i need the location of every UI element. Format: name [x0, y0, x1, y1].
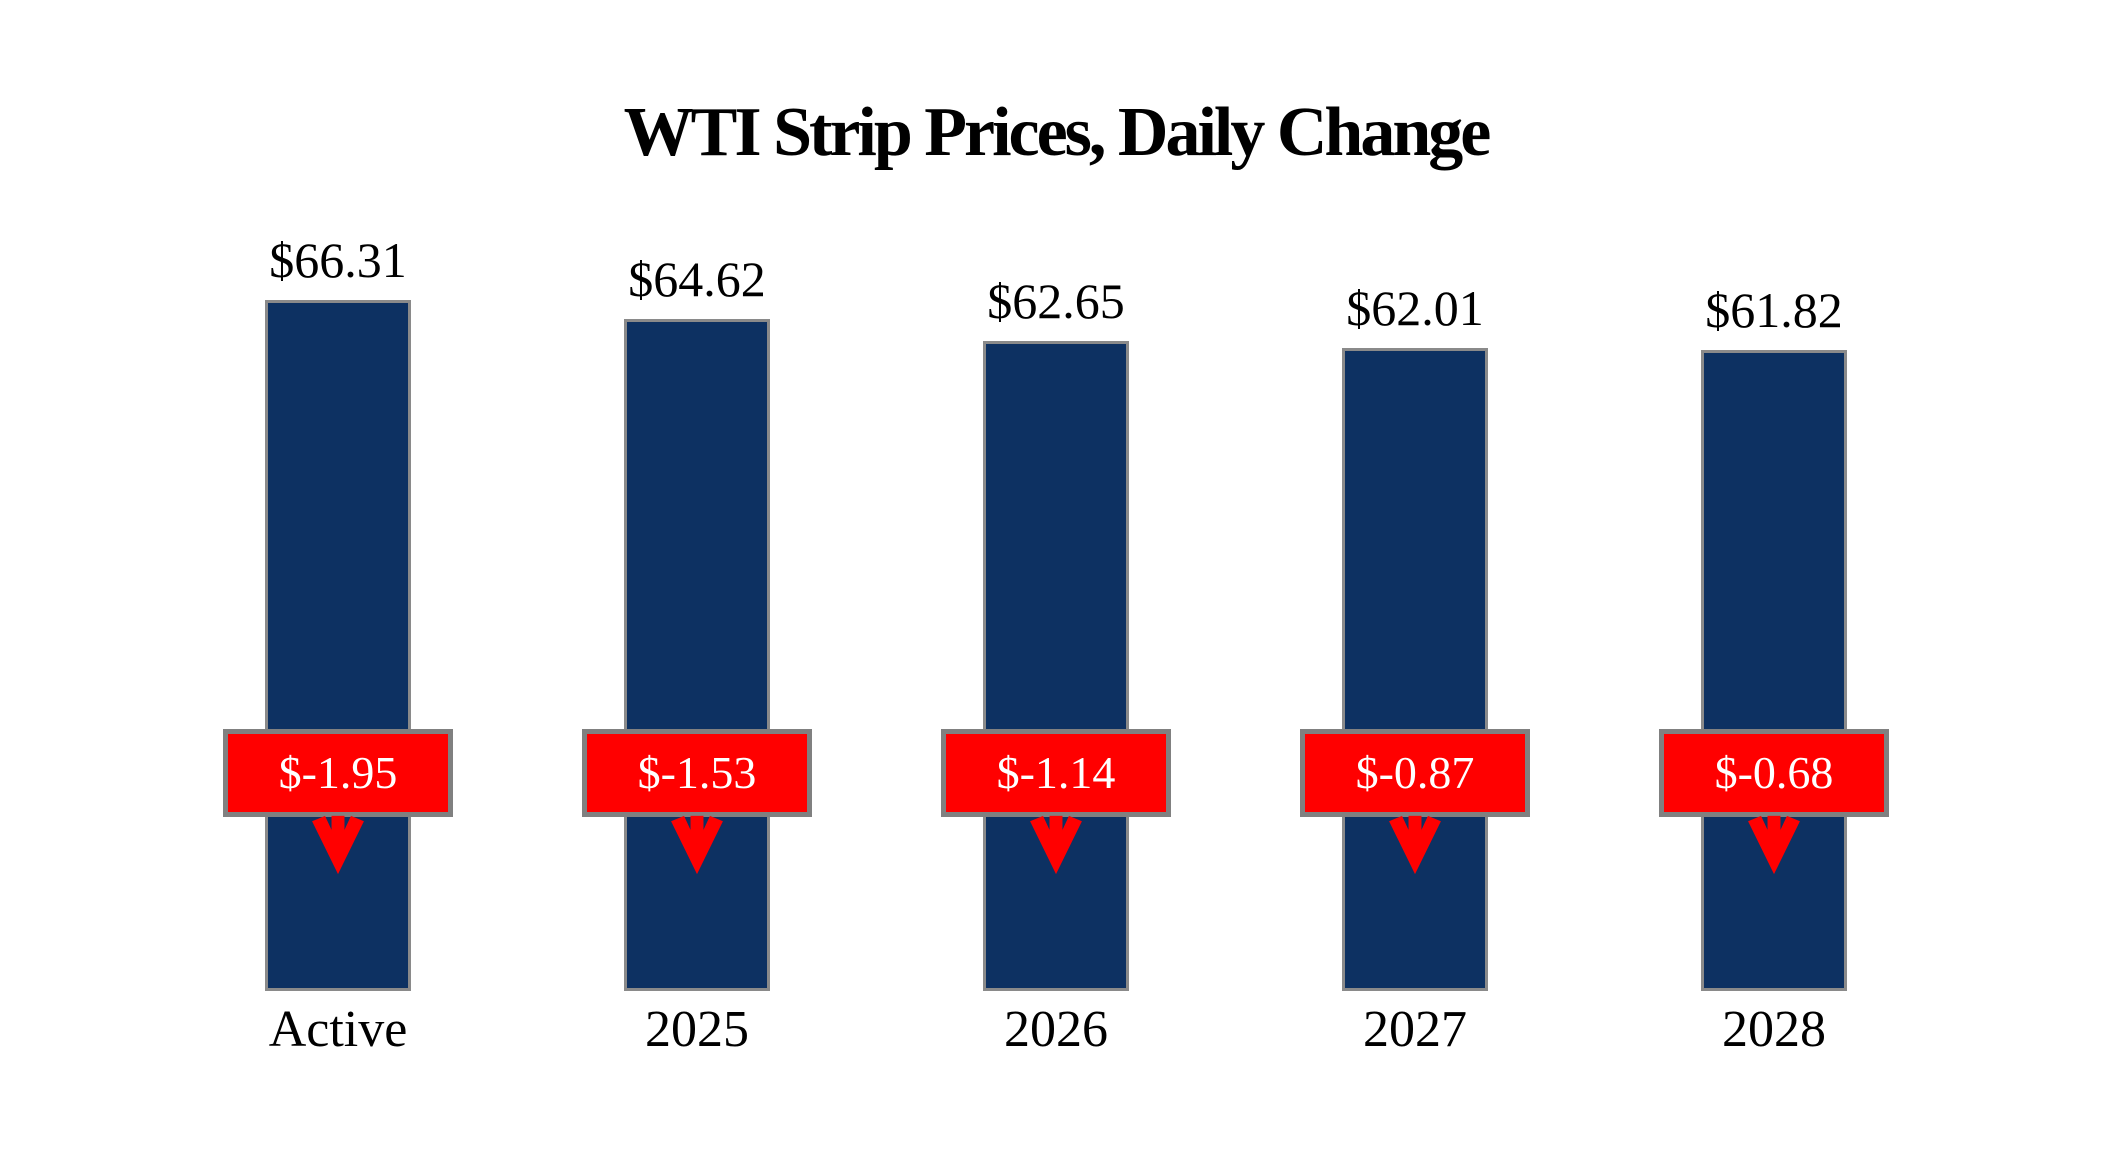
bar	[1701, 350, 1847, 991]
down-arrow-icon	[312, 815, 364, 875]
bar	[265, 300, 411, 991]
category-label: 2026	[1004, 1001, 1108, 1058]
change-badge: $-1.14	[941, 729, 1171, 817]
change-badge-label: $-1.14	[996, 747, 1116, 798]
bar-value-label: $62.65	[987, 273, 1125, 329]
change-badge: $-1.95	[223, 729, 453, 817]
change-badge: $-0.87	[1300, 729, 1530, 817]
change-badge-label: $-0.68	[1714, 747, 1834, 798]
down-arrow-icon	[1748, 815, 1800, 875]
change-badge: $-0.68	[1659, 729, 1889, 817]
category-label: 2027	[1363, 1001, 1467, 1058]
bar	[1342, 348, 1488, 991]
category-label: Active	[268, 1001, 408, 1058]
down-arrow-icon	[1389, 815, 1441, 875]
bar-value-label: $62.01	[1346, 280, 1484, 336]
category-label: 2025	[645, 1001, 749, 1058]
change-badge-label: $-0.87	[1355, 747, 1475, 798]
down-arrow-icon	[1030, 815, 1082, 875]
down-arrow-icon	[671, 815, 723, 875]
change-badge-label: $-1.95	[278, 747, 398, 798]
category-label: 2028	[1722, 1001, 1826, 1058]
change-badge-label: $-1.53	[637, 747, 757, 798]
bar-value-label: $64.62	[628, 251, 766, 307]
bar	[983, 341, 1129, 991]
change-badge: $-1.53	[582, 729, 812, 817]
chart-title: WTI Strip Prices, Daily Change	[623, 94, 1492, 171]
bar-value-label: $66.31	[269, 232, 407, 288]
bar-value-label: $61.82	[1705, 282, 1843, 338]
bar	[624, 319, 770, 991]
